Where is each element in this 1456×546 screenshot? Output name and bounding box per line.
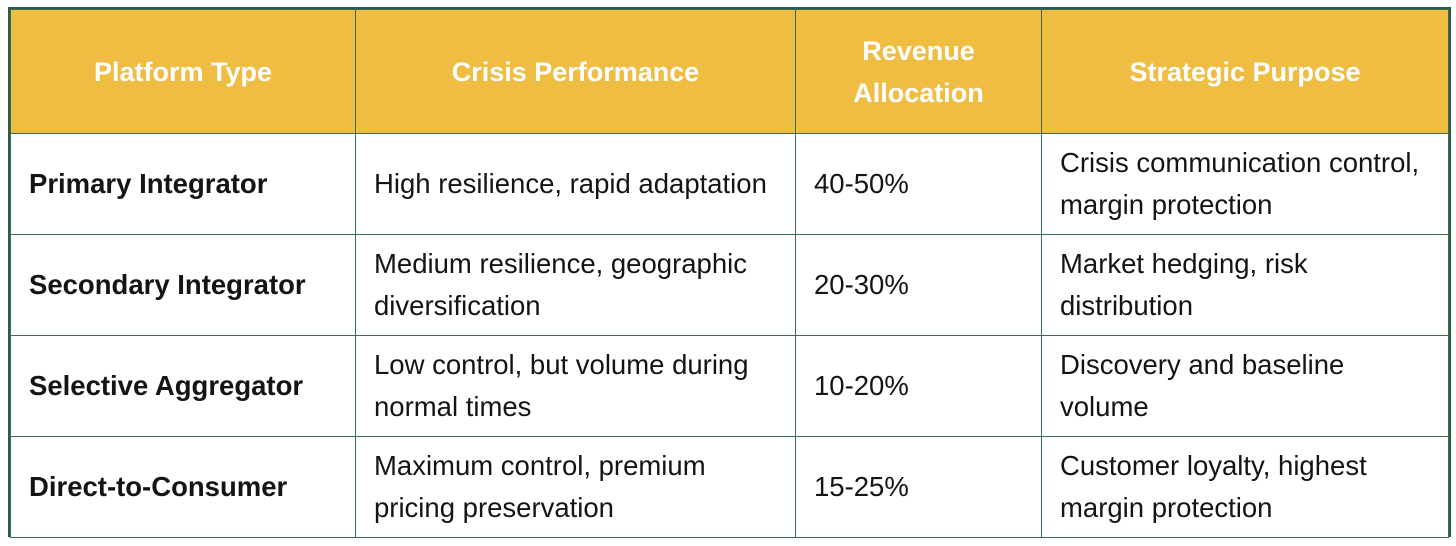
revenue-allocation-cell: 40-50% [795, 133, 1042, 235]
revenue-allocation-cell: 20-30% [795, 234, 1042, 336]
strategic-purpose-cell: Discovery and baseline volume [1041, 335, 1449, 437]
table-row: Selective Aggregator Low control, but vo… [10, 335, 1449, 437]
crisis-performance-cell: High resilience, rapid adaptation [355, 133, 796, 235]
header-platform-type: Platform Type [10, 9, 356, 134]
table-row: Primary Integrator High resilience, rapi… [10, 133, 1449, 235]
table-row: Direct-to-Consumer Maximum control, prem… [10, 436, 1449, 538]
strategic-purpose-cell: Crisis communication control, margin pro… [1041, 133, 1449, 235]
revenue-allocation-cell: 10-20% [795, 335, 1042, 437]
strategic-purpose-cell: Customer loyalty, highest margin protect… [1041, 436, 1449, 538]
platform-type-cell: Secondary Integrator [10, 234, 356, 336]
table-header-row: Platform Type Crisis Performance Revenue… [10, 9, 1449, 134]
header-strategic-purpose: Strategic Purpose [1041, 9, 1449, 134]
data-table: Platform Type Crisis Performance Revenue… [10, 9, 1449, 538]
crisis-performance-cell: Maximum control, premium pricing preserv… [355, 436, 796, 538]
header-crisis-performance: Crisis Performance [355, 9, 796, 134]
platform-type-cell: Selective Aggregator [10, 335, 356, 437]
revenue-allocation-cell: 15-25% [795, 436, 1042, 538]
header-revenue-allocation: Revenue Allocation [795, 9, 1042, 134]
crisis-performance-cell: Medium resilience, geographic diversific… [355, 234, 796, 336]
platform-type-cell: Primary Integrator [10, 133, 356, 235]
crisis-performance-cell: Low control, but volume during normal ti… [355, 335, 796, 437]
table-row: Secondary Integrator Medium resilience, … [10, 234, 1449, 336]
strategic-purpose-cell: Market hedging, risk distribution [1041, 234, 1449, 336]
platform-strategy-table: Platform Type Crisis Performance Revenue… [8, 7, 1451, 538]
platform-type-cell: Direct-to-Consumer [10, 436, 356, 538]
